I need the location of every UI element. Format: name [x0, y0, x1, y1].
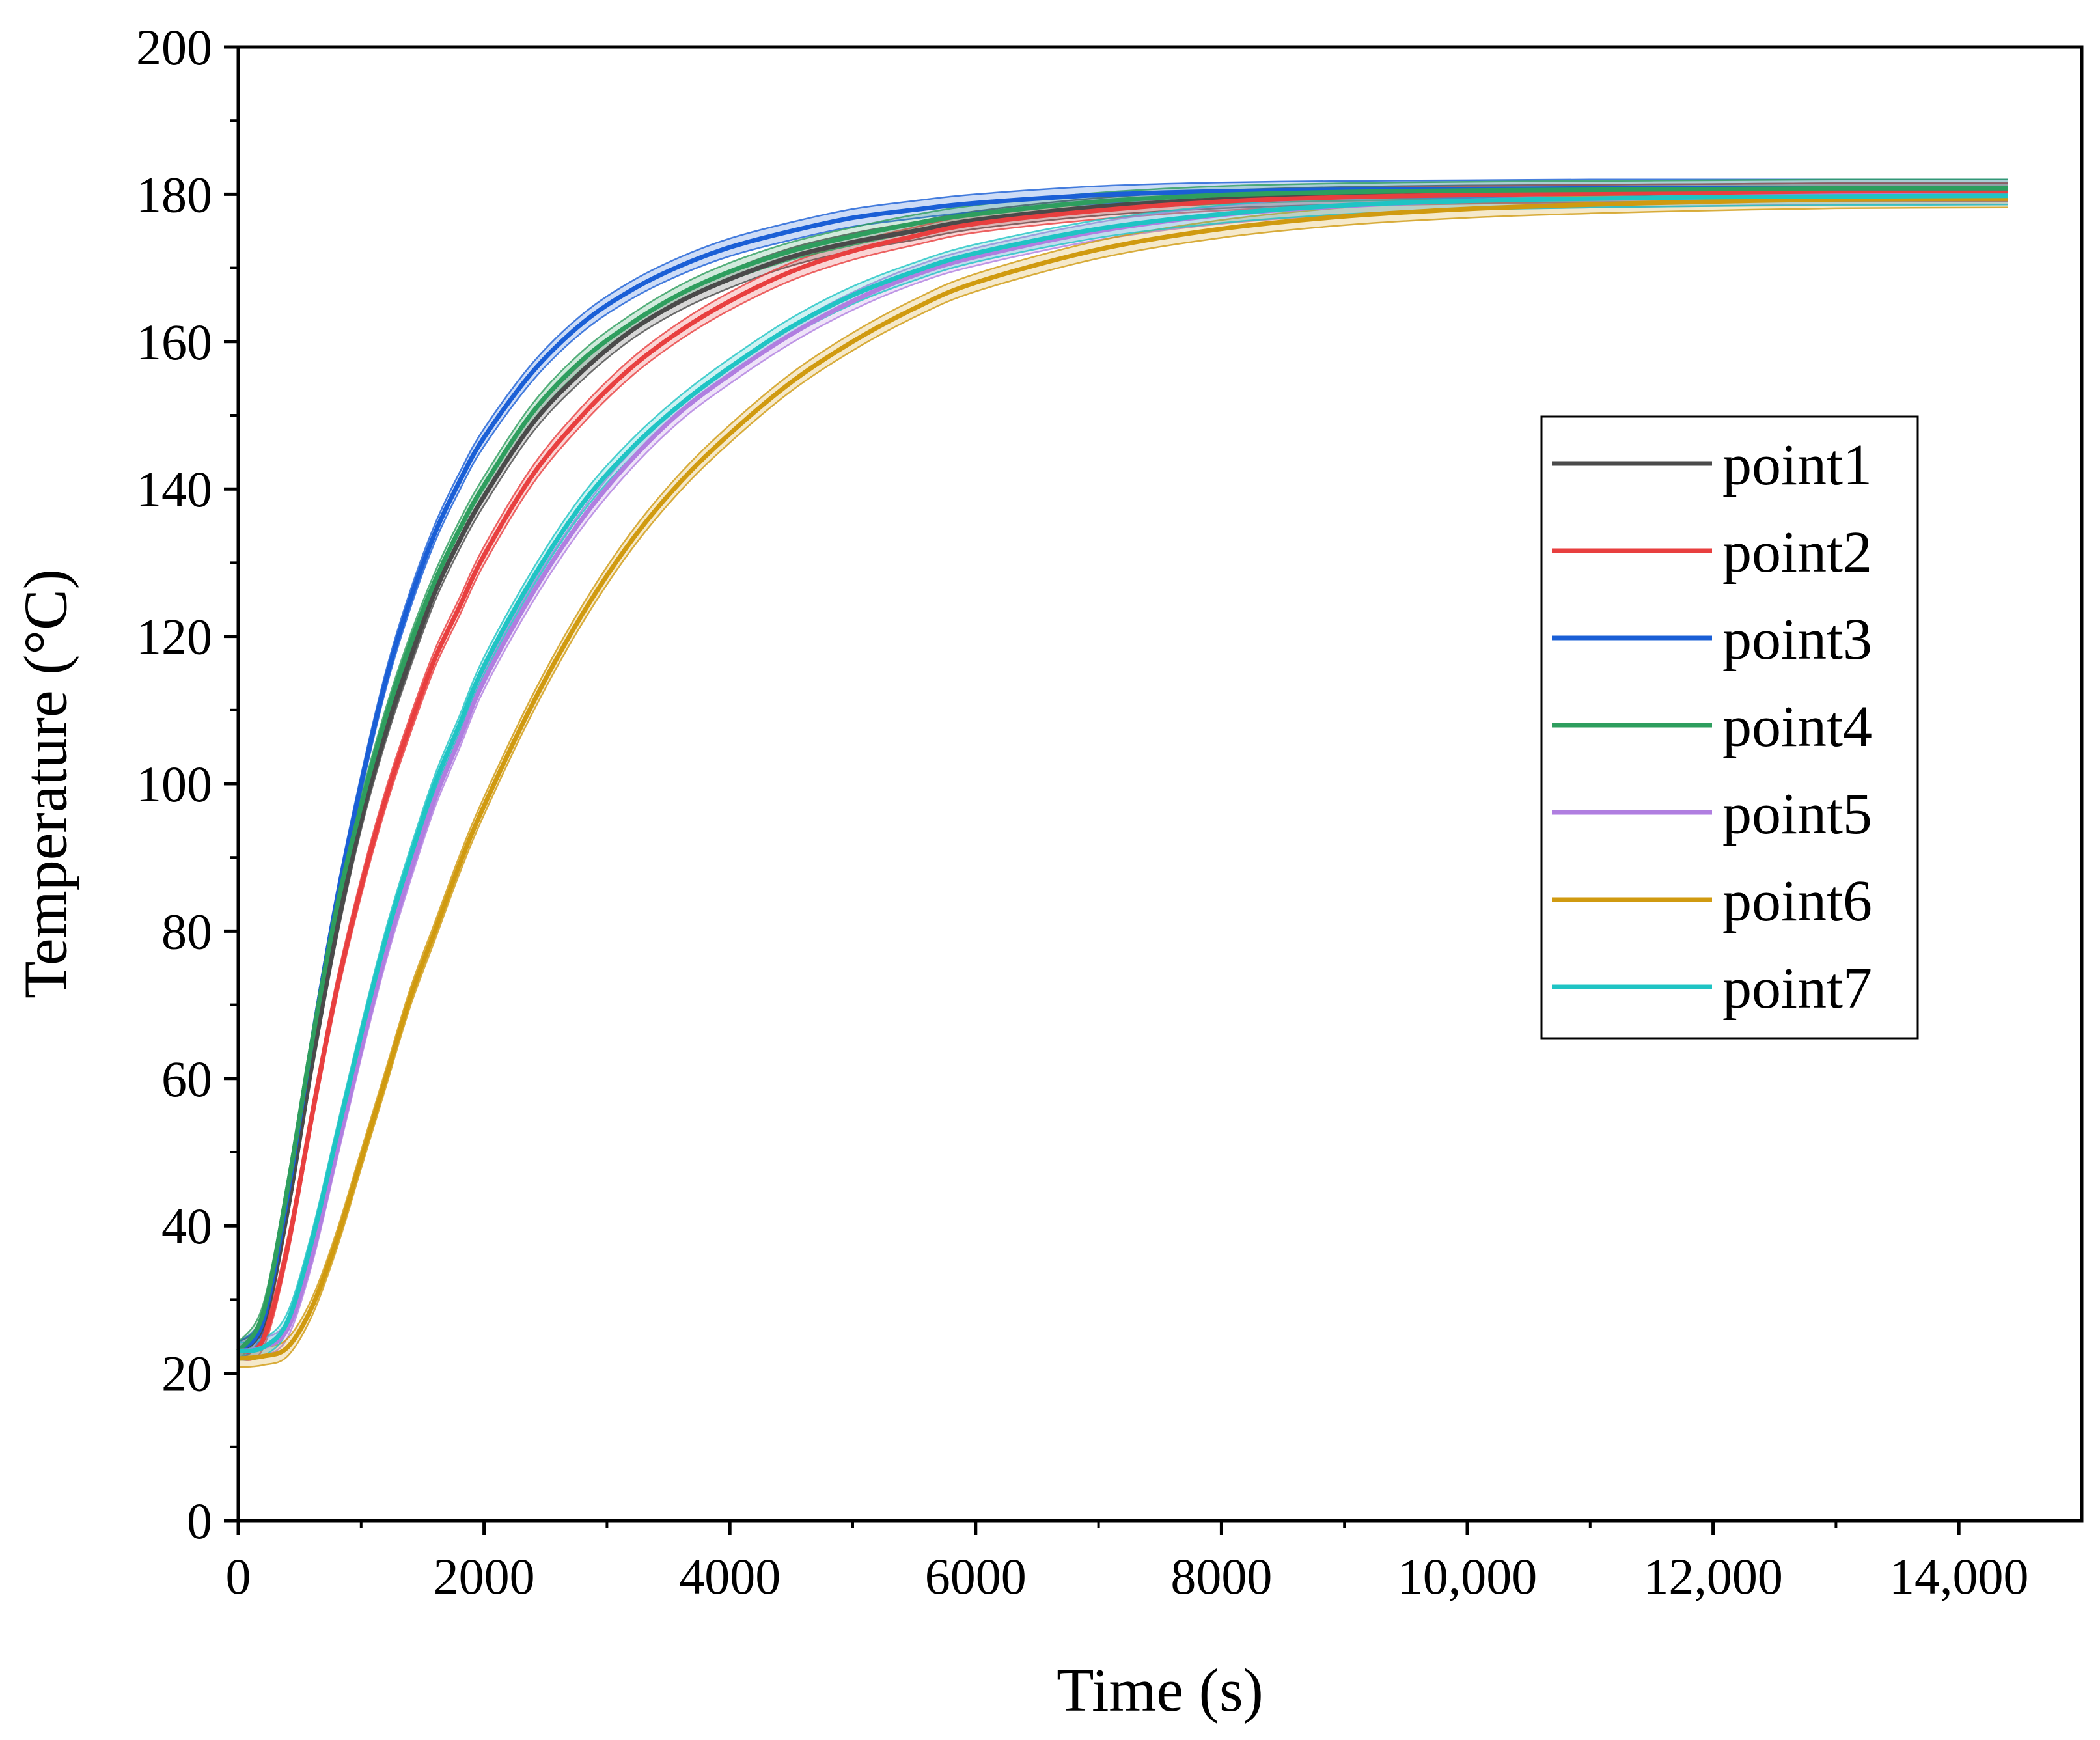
y-axis-ticks: 0 20 40 60 80 100 120 140 160 180 200	[136, 19, 238, 1549]
legend-item-point5: point5	[1552, 782, 1872, 846]
band-lower-point6	[238, 206, 2008, 1368]
y-axis-title: Temperature (°C)	[12, 569, 80, 999]
legend-label: point4	[1722, 695, 1872, 759]
x-axis-title: Time (s)	[1057, 1657, 1264, 1724]
line-point4	[236, 186, 2008, 1353]
y-tick-label: 80	[161, 903, 212, 960]
x-tick-label: 14,000	[1889, 1548, 2029, 1605]
legend-label: point6	[1722, 869, 1872, 933]
line-point6	[238, 196, 2008, 1361]
y-tick-label: 60	[161, 1051, 212, 1107]
legend-item-point2: point2	[1552, 520, 1872, 585]
y-tick-label: 120	[136, 609, 212, 665]
legend-label: point3	[1722, 607, 1872, 672]
legend-label: point2	[1722, 520, 1872, 585]
y-tick-label: 180	[136, 166, 212, 223]
x-tick-label: 10,000	[1398, 1548, 1538, 1605]
y-tick-label: 200	[136, 19, 212, 76]
x-tick-label: 12,000	[1643, 1548, 1783, 1605]
legend: point1 point2 point3 point4 point5 point6 poin…	[1540, 415, 1919, 1040]
x-axis-ticks: 0 2000 4000 6000 8000 10,000 12,000 14,000	[226, 1521, 2029, 1605]
legend-item-point6: point6	[1552, 869, 1872, 933]
legend-label: point7	[1722, 956, 1872, 1021]
series-lines	[236, 186, 2008, 1361]
legend-label: point5	[1722, 782, 1872, 846]
line-point2	[237, 189, 2008, 1354]
y-tick-label: 0	[187, 1493, 212, 1549]
x-tick-label: 4000	[679, 1548, 781, 1605]
y-tick-label: 160	[136, 314, 212, 370]
y-tick-label: 20	[161, 1346, 212, 1402]
x-tick-label: 8000	[1170, 1548, 1272, 1605]
y-tick-label: 40	[161, 1198, 212, 1254]
legend-item-point3: point3	[1552, 607, 1872, 672]
legend-label: point1	[1722, 433, 1872, 497]
x-tick-label: 2000	[434, 1548, 535, 1605]
x-tick-label: 6000	[925, 1548, 1027, 1605]
legend-item-point4: point4	[1552, 695, 1872, 759]
x-tick-label: 0	[226, 1548, 251, 1605]
legend-item-point1: point1	[1552, 433, 1872, 497]
line-point7	[238, 193, 2008, 1354]
y-tick-label: 140	[136, 461, 212, 518]
y-tick-label: 100	[136, 756, 212, 812]
legend-item-point7: point7	[1552, 956, 1872, 1021]
